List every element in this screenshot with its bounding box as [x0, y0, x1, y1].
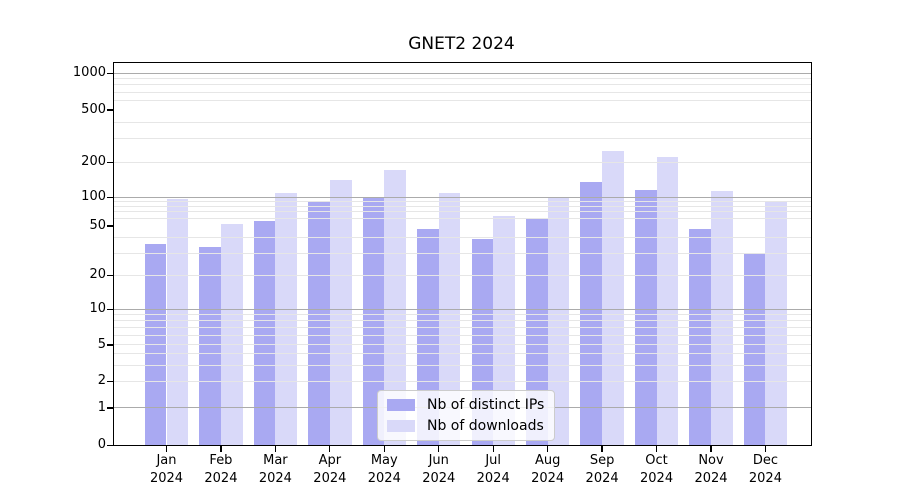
bar-distinct-ips-sep	[580, 181, 603, 445]
x-tick-label-jul: Jul 2024	[476, 453, 510, 486]
y-tick-5	[107, 344, 114, 346]
legend-entry-distinct-ips: Nb of distinct IPs	[387, 397, 544, 413]
gridline-8	[114, 320, 811, 322]
y-tick-label-200: 200	[81, 154, 106, 169]
x-tick-jul	[492, 445, 494, 452]
legend-entry-downloads: Nb of downloads	[387, 418, 544, 434]
y-tick-2	[107, 380, 114, 382]
x-tick-jan	[165, 445, 168, 452]
bar-downloads-jul	[493, 216, 515, 445]
bar-distinct-ips-feb	[199, 246, 221, 445]
y-tick-20	[107, 274, 114, 276]
x-tick-label-dec: Dec 2024	[748, 453, 782, 486]
gridline-900	[114, 78, 811, 80]
gridline-20	[114, 274, 811, 276]
y-tick-0	[107, 444, 114, 446]
y-tick-label-20: 20	[89, 267, 106, 282]
x-tick-label-jan: Jan 2024	[149, 453, 184, 486]
chart-title: GNET2 2024	[408, 34, 515, 54]
x-tick-label-may: May 2024	[367, 453, 401, 486]
bar-distinct-ips-mar	[253, 221, 276, 445]
y-tick-label-1000: 1000	[72, 65, 106, 80]
gridline-200	[114, 161, 811, 163]
gridline-30	[114, 252, 811, 254]
gridline-100	[114, 196, 811, 198]
x-tick-label-sep: Sep 2024	[585, 453, 619, 486]
x-tick-jun	[438, 445, 440, 452]
gridline-9	[114, 313, 811, 315]
bar-downloads-jun	[438, 192, 461, 445]
legend: Nb of distinct IPs Nb of downloads	[377, 390, 556, 441]
x-tick-may	[383, 445, 385, 452]
y-tick-label-10: 10	[89, 301, 106, 316]
legend-swatch-downloads	[387, 420, 415, 432]
gridline-60	[114, 217, 811, 219]
x-tick-feb	[220, 445, 222, 452]
gridline-10	[114, 308, 811, 310]
y-tick-label-50: 50	[89, 217, 106, 233]
gridline-4	[114, 353, 811, 355]
x-tick-aug	[547, 445, 549, 452]
bar-downloads-jan	[166, 198, 189, 445]
x-tick-label-oct: Oct 2024	[640, 453, 674, 486]
legend-label-distinct-ips: Nb of distinct IPs	[427, 397, 545, 413]
y-tick-label-0: 0	[97, 437, 106, 452]
bar-downloads-mar	[275, 193, 298, 445]
gridline-70	[114, 211, 811, 213]
bar-distinct-ips-dec	[743, 253, 766, 445]
x-tick-label-nov: Nov 2024	[694, 453, 728, 486]
gridline-80	[114, 205, 811, 207]
gridline-700	[114, 91, 811, 93]
x-tick-label-mar: Mar 2024	[258, 453, 292, 486]
gridline-6	[114, 335, 811, 337]
y-tick-label-5: 5	[97, 336, 106, 352]
bar-downloads-apr	[329, 180, 352, 445]
gridline-7	[114, 327, 811, 329]
y-tick-1	[107, 407, 114, 409]
y-tick-10	[107, 308, 114, 310]
bar-distinct-ips-apr	[308, 201, 330, 445]
bar-downloads-nov	[711, 191, 733, 445]
gridline-40	[114, 237, 811, 239]
gridline-400	[114, 122, 811, 124]
y-tick-label-500: 500	[81, 101, 106, 117]
y-tick-500	[107, 109, 114, 111]
x-tick-oct	[655, 445, 658, 452]
legend-label-downloads: Nb of downloads	[427, 418, 544, 434]
y-tick-label-1: 1	[97, 399, 106, 415]
plot-area: 0 1 2 5 10 20 50 100 200 500 1000 Jan 2024 Feb 2024…	[73, 62, 812, 486]
x-tick-nov	[710, 445, 712, 452]
y-tick-200	[107, 161, 114, 163]
gridline-800	[114, 84, 811, 86]
bar-distinct-ips-nov	[689, 229, 711, 445]
y-tick-label-2: 2	[97, 373, 106, 388]
bar-downloads-feb	[220, 224, 243, 445]
x-tick-apr	[329, 445, 331, 452]
y-tick-1000	[107, 72, 114, 74]
bar-downloads-may	[384, 170, 406, 445]
bar-downloads-oct	[656, 156, 679, 445]
gridline-300	[114, 138, 811, 140]
x-tick-label-jun: Jun 2024	[422, 453, 456, 486]
y-tick-50	[107, 225, 114, 227]
x-tick-sep	[601, 445, 603, 452]
gridline-2	[114, 380, 811, 382]
x-tick-label-feb: Feb 2024	[204, 453, 238, 486]
gridline-3	[114, 364, 811, 366]
gridline-1000	[114, 72, 811, 74]
y-tick-100	[107, 196, 114, 198]
bar-distinct-ips-jan	[144, 243, 167, 445]
bar-downloads-sep	[602, 150, 624, 445]
x-tick-dec	[764, 445, 767, 452]
x-tick-mar	[274, 445, 277, 452]
gridline-90	[114, 200, 811, 202]
gridline-5	[114, 344, 811, 346]
x-tick-label-apr: Apr 2024	[313, 453, 347, 486]
x-tick-label-aug: Aug 2024	[531, 453, 565, 486]
y-tick-label-100: 100	[81, 189, 106, 204]
bar-downloads-dec	[765, 202, 788, 445]
gridline-600	[114, 99, 811, 101]
legend-swatch-distinct-ips	[387, 399, 415, 411]
